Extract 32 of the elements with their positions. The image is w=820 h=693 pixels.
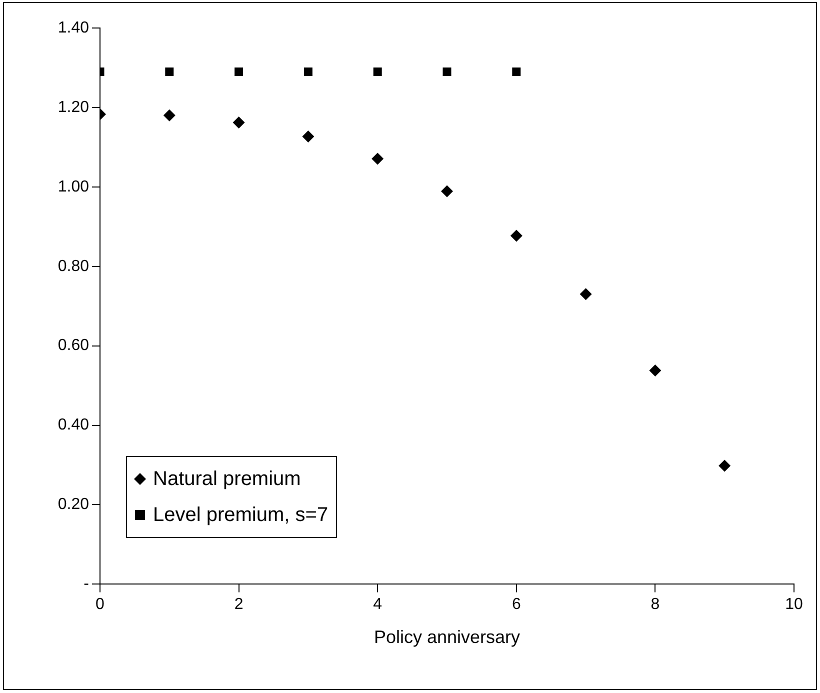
point: [373, 67, 382, 76]
y-tick-label: 1.20: [58, 98, 90, 116]
legend-label: Level premium, s=7: [153, 503, 328, 528]
x-tick-label: 4: [373, 596, 382, 614]
y-tick-label: 1.00: [58, 178, 90, 196]
y-tick-label: 1.40: [58, 19, 90, 36]
point: [163, 109, 176, 122]
x-tick-label: 0: [96, 596, 105, 614]
point: [718, 460, 731, 472]
point: [512, 67, 521, 76]
point: [234, 67, 244, 76]
point: [580, 288, 592, 300]
point: [372, 152, 384, 165]
y-tick-label: 0.80: [58, 258, 90, 275]
x-tick-label: 8: [650, 596, 660, 614]
point: [510, 230, 522, 242]
point: [304, 67, 312, 76]
y-tick-label: 0.20: [58, 496, 90, 514]
point: [232, 116, 245, 129]
point: [441, 185, 453, 198]
y-tick-label: -: [84, 576, 89, 593]
x-tick-label: 10: [785, 596, 803, 614]
x-axis-title: Policy anniversary: [374, 627, 520, 648]
point: [442, 67, 452, 76]
y-tick-label: 0.40: [58, 416, 90, 434]
y-tick-label: 0.60: [58, 337, 90, 354]
x-tick-label: 6: [512, 596, 521, 614]
point: [649, 364, 662, 376]
x-tick-label: 2: [234, 596, 244, 614]
point: [302, 130, 314, 142]
point: [165, 67, 174, 76]
legend-label: Natural premium: [153, 467, 301, 492]
